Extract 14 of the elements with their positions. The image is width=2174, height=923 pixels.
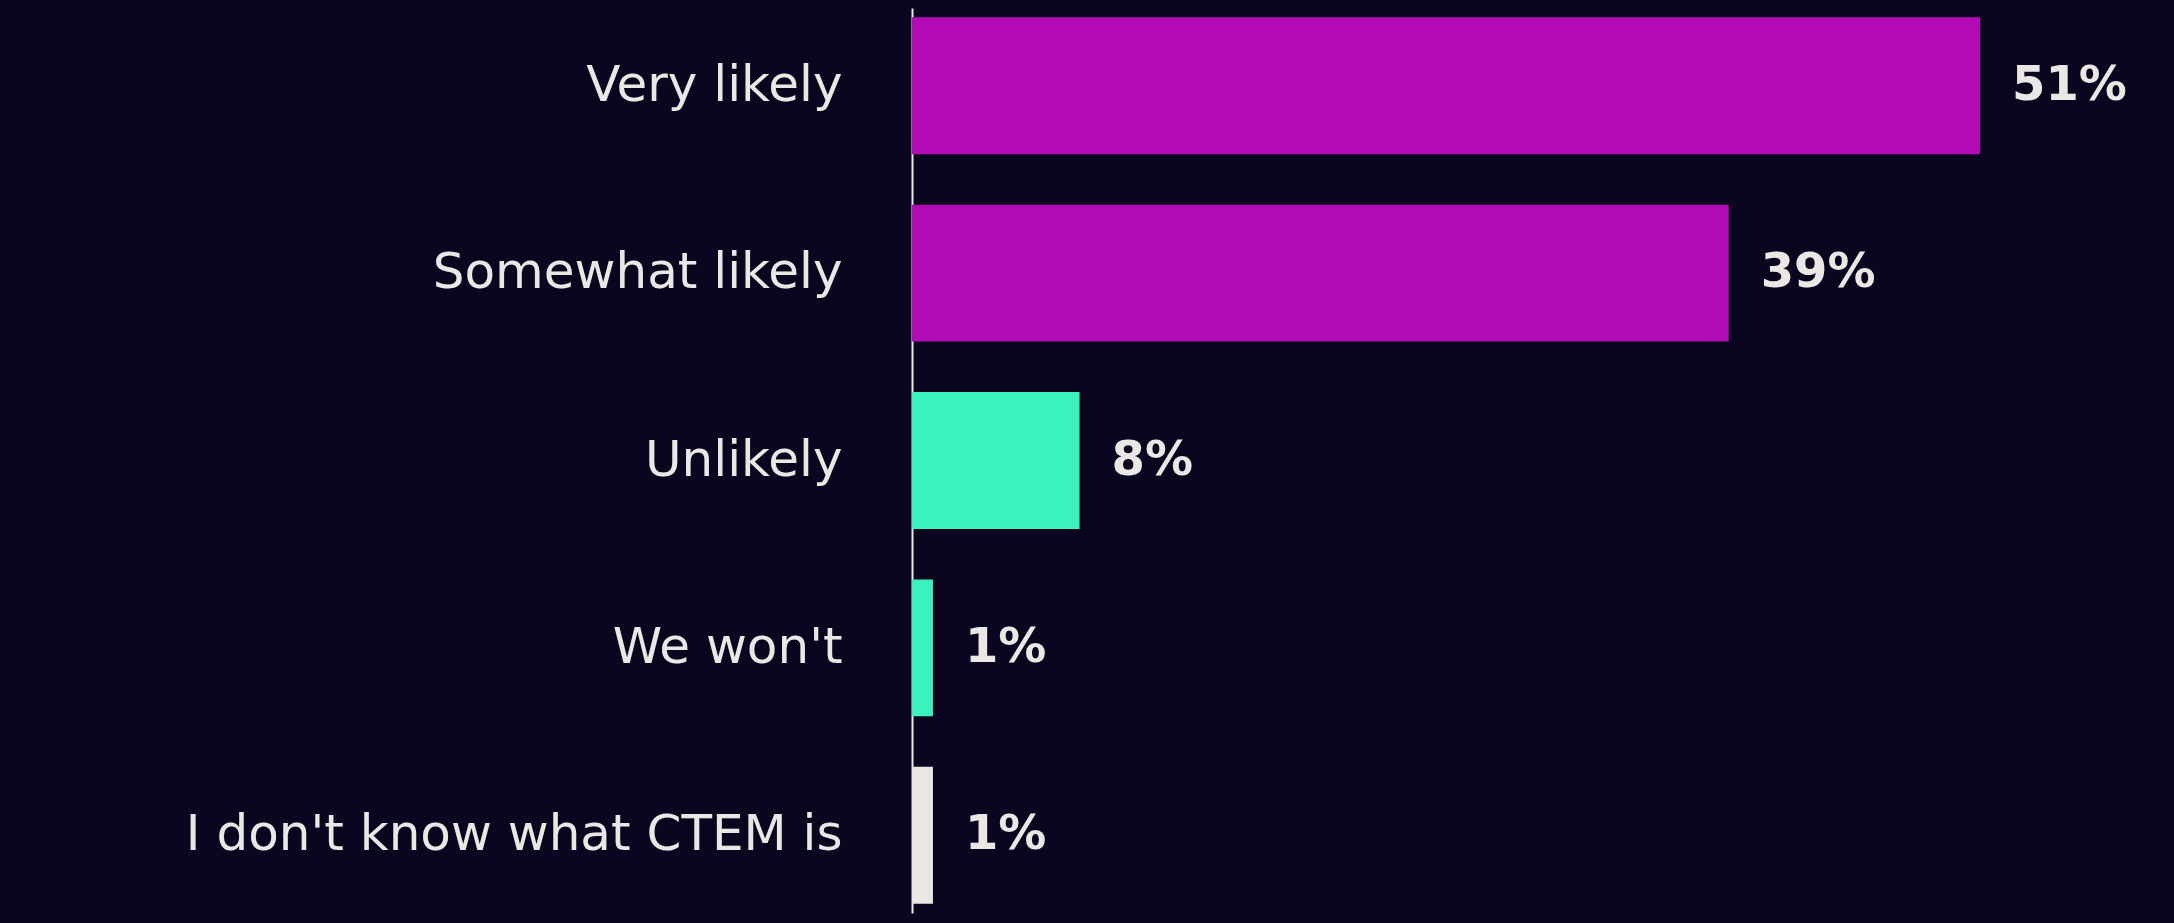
y-tick-label: Unlikely [645,429,843,488]
bar [912,392,1080,529]
y-tick-label: Very likely [586,54,843,113]
data-label: 1% [964,804,1047,861]
bar [912,17,1980,155]
y-tick-label: I don't know what CTEM is [185,804,843,863]
bar [912,579,933,717]
y-tick-label: Somewhat likely [432,242,843,301]
bar [912,204,1729,342]
data-label: 8% [1111,429,1194,486]
data-label: 51% [2012,54,2127,111]
y-tick-label: We won't [612,616,843,675]
data-label: 39% [1760,242,1876,299]
data-label: 1% [964,616,1047,673]
